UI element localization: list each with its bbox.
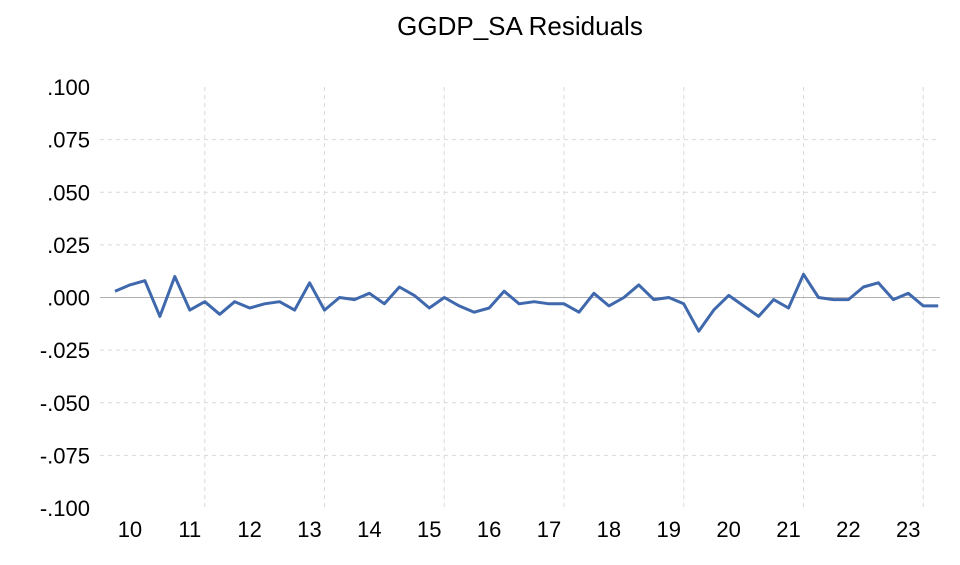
y-tick-label: .100 — [47, 75, 90, 100]
x-tick-label: 18 — [597, 517, 621, 542]
y-tick-label: -.025 — [40, 338, 90, 363]
series-line — [114, 272, 939, 333]
y-tick-label: .000 — [47, 286, 90, 311]
x-tick-label: 11 — [178, 517, 201, 542]
x-tick-label: 21 — [776, 517, 800, 542]
x-tick-label: 22 — [836, 517, 860, 542]
x-tick-label: 15 — [417, 517, 441, 542]
y-axis-labels: .100 .075 .050 .025 .000 -.025 -.050 -.075 -.100 — [40, 75, 90, 521]
x-tick-label: 12 — [237, 517, 261, 542]
y-tick-label: -.100 — [40, 496, 90, 521]
y-tick-label: -.075 — [40, 443, 90, 468]
y-tick-label: -.050 — [40, 391, 90, 416]
chart-title: GGDP_SA Residuals — [397, 11, 643, 41]
x-tick-label: 16 — [477, 517, 501, 542]
x-axis-labels: 10 11 12 13 14 15 16 17 18 19 20 21 22 23 — [118, 517, 921, 542]
y-tick-label: .025 — [47, 233, 90, 258]
series-layer — [114, 272, 939, 333]
x-tick-label: 14 — [357, 517, 381, 542]
y-tick-label: .050 — [47, 180, 90, 205]
x-tick-label: 17 — [537, 517, 561, 542]
x-tick-label: 19 — [657, 517, 681, 542]
y-tick-label: .075 — [47, 128, 90, 153]
x-tick-label: 20 — [716, 517, 740, 542]
x-tick-label: 10 — [118, 517, 142, 542]
x-tick-label: 23 — [896, 517, 920, 542]
x-tick-label: 13 — [297, 517, 321, 542]
